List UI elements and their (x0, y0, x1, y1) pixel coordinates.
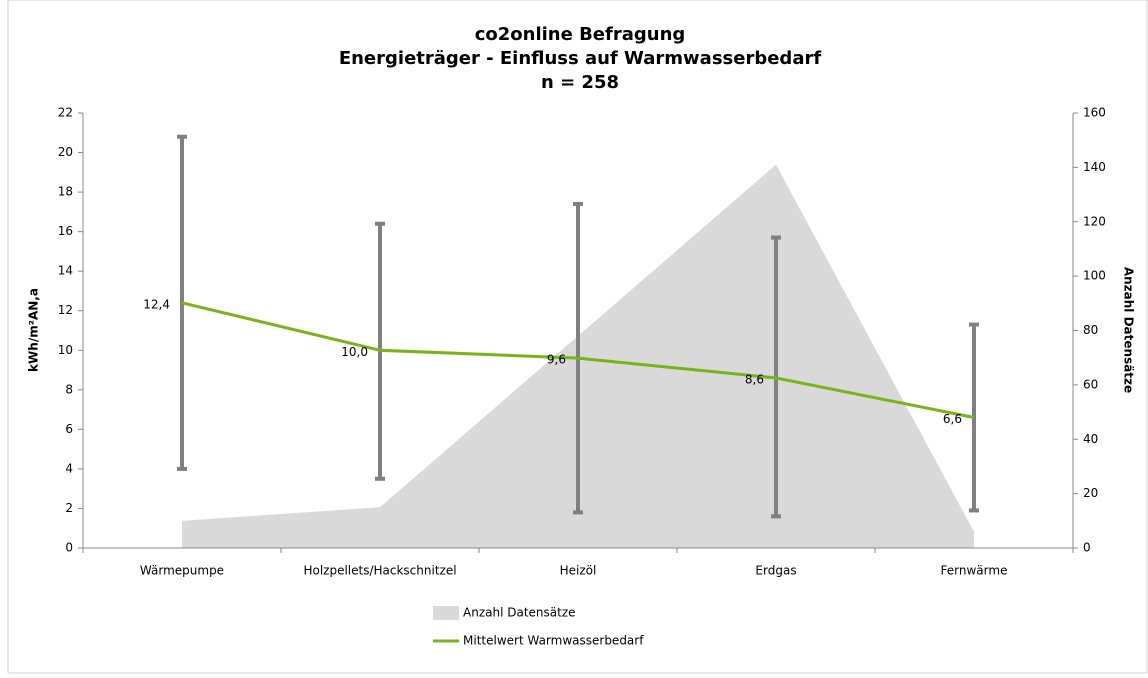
y2-tick-label: 80 (1083, 323, 1098, 337)
data-label: 8,6 (745, 372, 764, 386)
y2-tick-label: 120 (1083, 214, 1106, 228)
x-tick-label: Fernwärme (941, 564, 1008, 578)
y-tick-label: 10 (58, 343, 73, 357)
y-tick-label: 20 (58, 145, 73, 159)
y-tick-label: 4 (65, 461, 73, 475)
y-tick-label: 12 (58, 303, 73, 317)
chart-title: co2online Befragung (475, 24, 686, 45)
y-tick-label: 18 (58, 185, 73, 199)
y-tick-label: 8 (65, 382, 73, 396)
data-label: 9,6 (547, 353, 566, 367)
y-tick-label: 6 (65, 422, 73, 436)
y2-tick-label: 60 (1083, 377, 1098, 391)
y-tick-label: 0 (65, 541, 73, 555)
x-tick-label: Erdgas (755, 564, 796, 578)
y2-tick-label: 140 (1083, 160, 1106, 174)
chart-title: Energieträger - Einfluss auf Warmwasserb… (339, 48, 822, 69)
line (181, 301, 975, 419)
data-label: 10,0 (341, 345, 368, 359)
x-tick-label: Heizöl (560, 564, 597, 578)
y2-tick-label: 100 (1083, 269, 1106, 283)
legend-swatch (433, 606, 459, 620)
y-axis-label: kWh/m²AN,a (27, 288, 41, 372)
y2-tick-label: 20 (1083, 486, 1098, 500)
y2-axis-label: Anzahl Datensätze (1122, 267, 1136, 393)
legend-label: Mittelwert Warmwasserbedarf (463, 634, 644, 648)
chart-title: n = 258 (541, 72, 619, 93)
data-label: 12,4 (143, 297, 170, 311)
y2-tick-label: 160 (1083, 106, 1106, 120)
x-tick-label: Holzpellets/Hackschnitzel (303, 564, 456, 578)
y2-tick-label: 0 (1083, 541, 1091, 555)
data-label: 6,6 (943, 412, 962, 426)
y-tick-label: 22 (58, 106, 73, 120)
y2-tick-label: 40 (1083, 432, 1098, 446)
y-tick-label: 14 (58, 264, 73, 278)
y-tick-label: 2 (65, 501, 73, 515)
y-tick-label: 16 (58, 224, 73, 238)
x-tick-label: Wärmepumpe (140, 564, 224, 578)
legend-label: Anzahl Datensätze (463, 606, 576, 620)
